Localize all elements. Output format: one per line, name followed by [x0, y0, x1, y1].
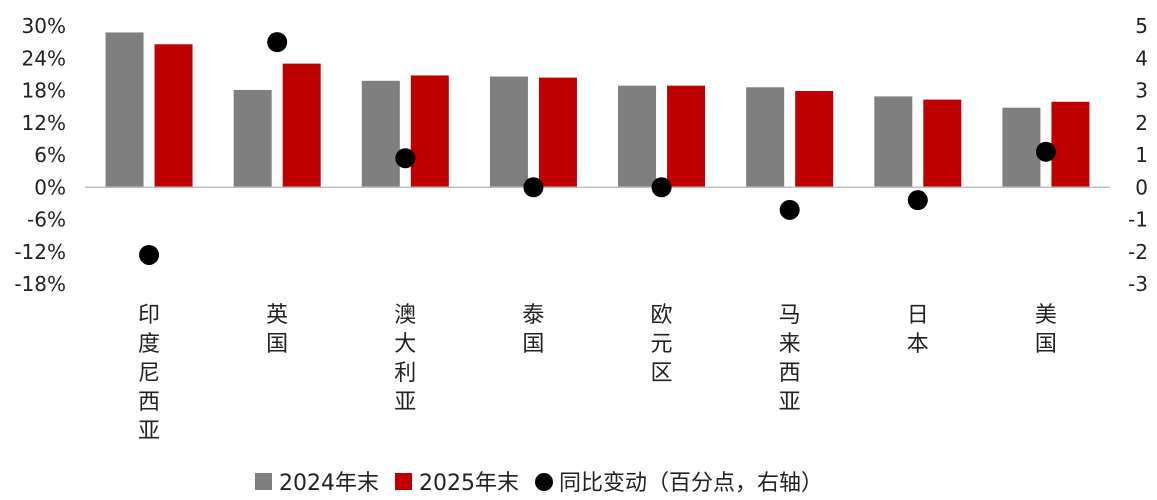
right-tick-label: 2 [1135, 111, 1148, 135]
change-point-0 [139, 244, 160, 265]
left-tick-label: 30% [22, 14, 66, 38]
legend-swatch [395, 473, 412, 490]
legend-label: 2025年末 [419, 471, 519, 496]
category-labels: 印度尼西亚 英国 澳大利亚 泰国 欧元区 马来西亚 日本 美国 [138, 303, 1057, 444]
bar-2024-1 [233, 89, 272, 188]
left-tick-label: 24% [22, 46, 66, 70]
change-point-7 [1035, 141, 1056, 162]
change-point-4 [651, 177, 672, 198]
category-label: 澳大利亚 [394, 303, 416, 415]
legend-swatch [255, 473, 272, 490]
right-tick-label: -2 [1128, 240, 1148, 264]
bar-2024-6 [874, 96, 913, 188]
right-tick-label: 1 [1135, 143, 1148, 167]
left-tick-label: -6% [27, 208, 66, 232]
bar-2025-5 [795, 91, 834, 188]
bars-layer [105, 32, 1090, 188]
bar-2025-6 [923, 99, 962, 188]
bar-2024-7 [1002, 107, 1041, 188]
category-label: 欧元区 [651, 303, 673, 386]
right-tick-label: -3 [1128, 272, 1148, 296]
bar-2025-2 [410, 75, 449, 188]
left-tick-label: -12% [14, 240, 66, 264]
left-tick-label: 6% [34, 143, 66, 167]
bar-2025-4 [667, 85, 706, 188]
category-label: 日本 [907, 303, 929, 357]
legend: 2024年末 2025年末 同比变动（百分点，右轴） [255, 471, 823, 496]
right-tick-label: 3 [1135, 79, 1148, 103]
bar-2024-0 [105, 32, 144, 188]
bar-2025-1 [282, 63, 321, 188]
left-tick-label: -18% [14, 272, 66, 296]
bar-2024-5 [746, 87, 785, 188]
left-tick-label: 0% [34, 175, 66, 199]
right-axis: 5 4 3 2 1 0 -1 -2 -3 [1128, 14, 1148, 296]
right-tick-label: 5 [1135, 14, 1148, 38]
points-layer [139, 32, 1056, 265]
change-point-2 [395, 148, 416, 169]
change-point-5 [779, 199, 800, 220]
category-label: 印度尼西亚 [138, 303, 160, 444]
right-tick-label: 0 [1135, 175, 1148, 199]
legend-swatch [535, 473, 553, 491]
change-point-3 [523, 177, 544, 198]
legend-label: 同比变动（百分点，右轴） [559, 471, 823, 496]
change-point-6 [907, 190, 928, 211]
bar-2025-0 [154, 44, 193, 188]
right-tick-label: -1 [1128, 208, 1148, 232]
change-point-1 [267, 32, 288, 53]
category-label: 泰国 [522, 303, 544, 357]
legend-label: 2024年末 [279, 471, 379, 496]
bar-2025-7 [1051, 101, 1090, 188]
left-tick-label: 18% [22, 79, 66, 103]
right-tick-label: 4 [1135, 46, 1148, 70]
category-label: 英国 [266, 303, 288, 357]
category-label: 美国 [1035, 303, 1057, 357]
category-label: 马来西亚 [779, 303, 801, 415]
left-axis: 30% 24% 18% 12% 6% 0% -6% -12% -18% [14, 14, 66, 296]
bar-2024-2 [361, 80, 400, 188]
bar-2024-4 [618, 85, 657, 188]
left-tick-label: 12% [22, 111, 66, 135]
bar-2024-3 [489, 76, 528, 188]
bar-2025-3 [538, 77, 577, 188]
